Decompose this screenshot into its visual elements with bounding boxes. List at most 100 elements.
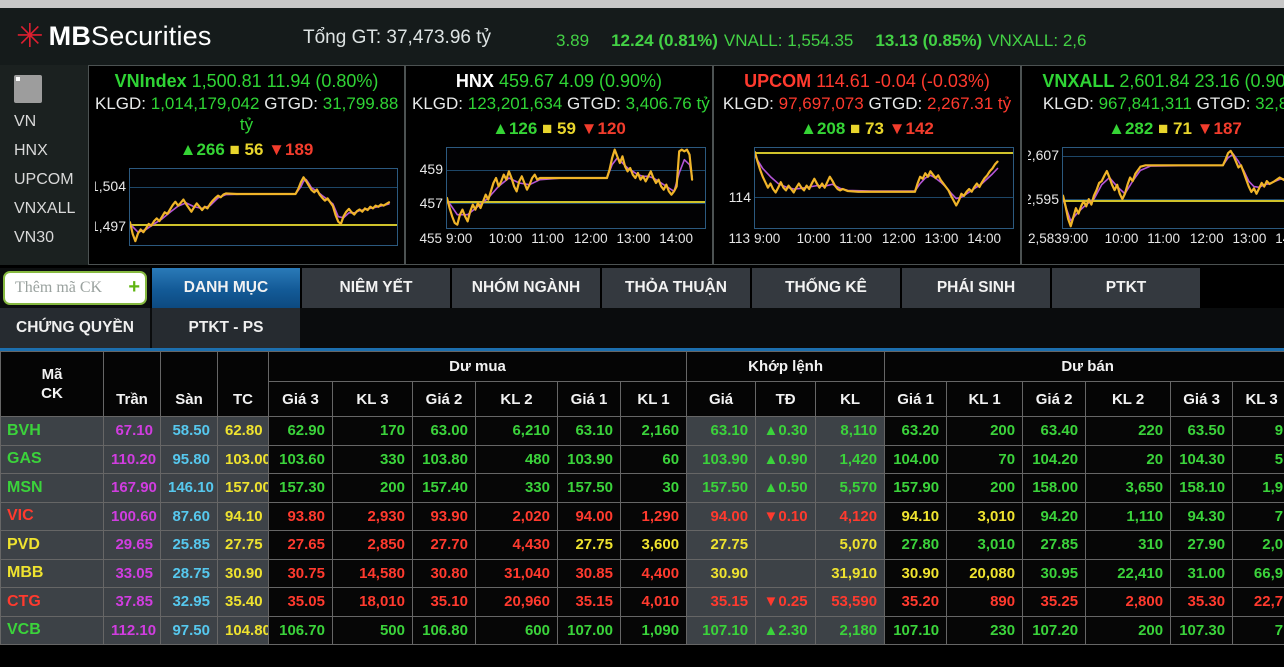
price-cell: 31,910 [815,558,886,588]
price-cell: 27.65 [268,530,333,560]
price-cell: 7 [1232,501,1284,531]
price-cell: 30 [619,473,688,503]
brand-rest: Securities [91,20,212,51]
reference-line [755,152,1013,155]
price-cell: ▼0.25 [755,587,817,617]
sidebar-item-hnx[interactable]: HNX [14,142,48,159]
index-chart: 1,504 1,497 [95,168,398,246]
table-row-ctg[interactable]: CTG 37.85 32.95 35.40 35.05 18,010 35.10 20,960… [0,587,1284,617]
price-cell: 18,010 [332,587,413,617]
table-row-msn[interactable]: MSN 167.90 146.10 157.00 157.30 200 157.40 330 1… [0,473,1284,503]
sidebar-item-vnxall[interactable]: VNXALL [14,200,76,217]
price-cell: 94.10 [884,501,948,531]
gtgd-label: GTGD: [259,94,323,113]
table-row-pvd[interactable]: PVD 29.65 25.85 27.75 27.65 2,850 27.70 4,430 27… [0,530,1284,560]
price-cell: 104.80 [217,615,269,645]
price-cell: 107.00 [557,615,621,645]
price-cell: 5 [1232,444,1284,474]
advancers-icon: ▲ [1108,119,1125,138]
ticker-cell[interactable]: BVH [0,416,104,446]
price-cell: 170 [332,416,413,446]
index-line [447,150,692,225]
x-axis-labels: 9:00 10:00 11:00 12:00 13:00 14:00 [1062,231,1284,247]
price-cell: 158.00 [1022,473,1087,503]
ticker-item: 3.89 [556,31,590,50]
tab-nhom-nganh[interactable]: NHÓM NGÀNH [452,268,600,308]
price-cell: 4,010 [619,587,688,617]
volume-line: KLGD: 1,014,179,042 GTGD: 31,799.88 [95,94,398,114]
table-row-vic[interactable]: VIC 100.60 87.60 94.10 93.80 2,930 93.90 2,020 9… [0,501,1284,531]
ticker-item: VNALL: 1,554.35 [723,31,854,50]
reference-line [130,224,397,227]
unchanged-count: 56 [239,140,269,159]
price-cell: 63.10 [686,416,757,446]
y-axis-corner-label: 455 [419,231,442,246]
index-name: VNIndex [114,71,187,91]
price-cell: 31.00 [1170,558,1234,588]
klgd-value: 97,697,073 [778,94,864,113]
sidebar-item-vn[interactable]: VN [14,113,37,130]
index-ticker-strip: 3.89 12.24 (0.81%) VNALL: 1,554.35 13.13 (0… [556,31,1092,51]
tab-niem-yet[interactable]: NIÊM YẾT [302,268,450,308]
table-row-bvh[interactable]: BVH 67.10 58.50 62.80 62.90 170 63.00 6,210 63.1… [0,416,1284,446]
price-cell: 103.60 [268,444,333,474]
market-breadth: ▲208 ■ 73 ▼142 [720,119,1014,139]
price-cell: 200 [1085,615,1172,645]
tab-ptkt[interactable]: PTKT [1052,268,1200,308]
table-row-gas[interactable]: GAS 110.20 95.80 103.00 103.60 330 103.80 480 10… [0,444,1284,474]
ticker-cell[interactable]: MSN [0,473,104,503]
y-axis-label: 457 [419,195,443,212]
klgd-label: KLGD: [412,94,468,113]
ticker-cell[interactable]: CTG [0,587,104,617]
gtgd-label: GTGD: [562,94,626,113]
table-row-vcb[interactable]: VCB 112.10 97.50 104.80 106.70 500 106.80 600 10… [0,615,1284,645]
price-cell: 146.10 [160,473,218,503]
gtgd-value: 31,799.88 [322,94,399,113]
ticker-cell[interactable]: VIC [0,501,104,531]
volume-line: KLGD: 123,201,634 GTGD: 3,406.76 tỷ [412,94,710,114]
price-cell: 53,590 [815,587,886,617]
tab-danh-muc[interactable]: DANH MỤC [152,268,300,308]
sidebar-item-upcom[interactable]: UPCOM [14,171,74,188]
col-header-ma-ck: Mã CK [0,351,104,417]
tab-thoa-thuan[interactable]: THỎA THUẬN [602,268,750,308]
price-cell: 35.30 [1170,587,1234,617]
ck-label: CK [41,385,63,402]
reference-line [447,200,705,203]
x-axis: 113 9:00 10:00 11:00 12:00 13:00 14:00 [720,231,1014,247]
unchanged-count: 59 [552,119,581,138]
index-chart: 2,607 2,595 [1028,147,1284,229]
price-cell: 28.75 [160,558,218,588]
panel-title: VNXALL 2,601.84 23.16 (0.90%) [1028,71,1284,92]
price-cell: 66,9 [1232,558,1284,588]
ticker-cell[interactable]: VCB [0,615,104,645]
tab-thong-ke[interactable]: THỐNG KÊ [752,268,900,308]
add-ticker-button[interactable]: + [128,276,140,298]
tab-phai-sinh[interactable]: PHÁI SINH [902,268,1050,308]
price-cell [755,530,817,560]
add-ticker-input[interactable] [3,271,147,305]
price-cell: 103.90 [557,444,621,474]
tab-ptkt-ps[interactable]: PTKT - PS [152,308,300,348]
y-axis-label: 459 [419,161,443,178]
gridline [1063,199,1284,201]
tab-chung-quyen[interactable]: CHỨNG QUYỀN [0,308,150,348]
table-row-mbb[interactable]: MBB 33.05 28.75 30.90 30.75 14,580 30.80 31,040… [0,558,1284,588]
sidebar-item-vn30[interactable]: VN30 [14,229,55,246]
price-cell: 93.90 [412,501,476,531]
y-axis-corner-label: 113 [728,231,750,246]
y-axis: 459 457 [412,147,446,229]
price-cell: 200 [946,416,1024,446]
volume-line: KLGD: 97,697,073 GTGD: 2,267.31 tỷ [720,94,1014,114]
group-header: Khớp lệnh [686,351,886,382]
ticker-cell[interactable]: GAS [0,444,104,474]
price-cell: 27.75 [686,530,757,560]
price-cell: 8,110 [815,416,886,446]
ticker-cell[interactable]: MBB [0,558,104,588]
index-select-checkbox[interactable] [14,75,42,103]
ticker-cell[interactable]: PVD [0,530,104,560]
x-axis-label: 10:00 [1104,231,1139,246]
average-line [1063,154,1284,221]
price-cell: 330 [475,473,558,503]
